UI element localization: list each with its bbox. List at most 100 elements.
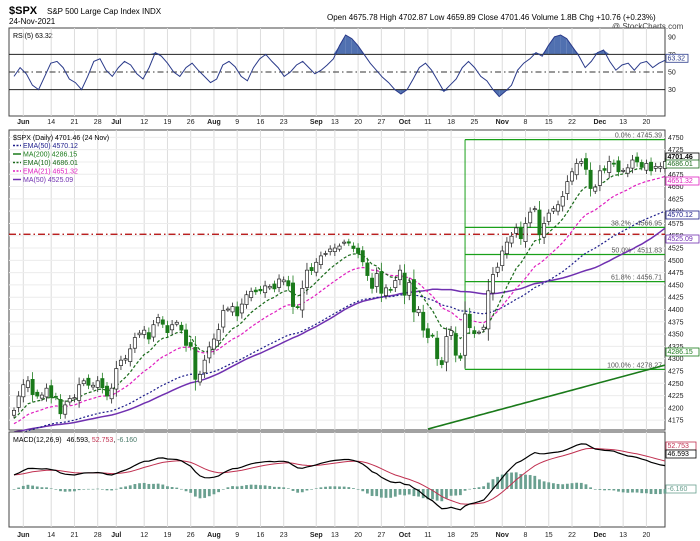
macd-hist-bar xyxy=(379,489,383,498)
macd-hist-bar xyxy=(114,488,118,490)
chart-instrument-name: S&P 500 Large Cap Index INDX xyxy=(47,7,162,16)
x-tick-top-9: 9 xyxy=(235,119,239,126)
macd-hist-bar xyxy=(459,489,462,496)
candle-body xyxy=(532,208,537,211)
price-right-label-ema10: 4686.01 xyxy=(665,159,700,169)
candle-body xyxy=(360,250,365,263)
candle-body xyxy=(239,303,244,314)
rsi-y-tick-3: 30 xyxy=(668,87,676,94)
macd-hist-bar xyxy=(21,485,25,489)
macd-right-label-signal: 52.753 xyxy=(665,441,697,451)
candle-body xyxy=(556,204,561,212)
price-y-tick-18: 4300 xyxy=(668,356,684,363)
macd-right-label-text-macd: 46.593 xyxy=(668,451,690,458)
macd-hist-bar xyxy=(645,489,648,494)
candle-body xyxy=(635,156,640,163)
candle-body xyxy=(277,278,282,288)
x-tick-bottom-3: 28 xyxy=(94,532,102,539)
candle-body xyxy=(551,208,556,212)
macd-hist-bar xyxy=(263,485,267,489)
candle-body xyxy=(95,380,100,388)
ema50-line xyxy=(13,210,666,437)
macd-hist-bar xyxy=(166,486,169,489)
candle-body xyxy=(658,166,663,169)
macd-hist-bar xyxy=(412,489,416,497)
macd-hist-bar xyxy=(393,489,397,497)
candle-body xyxy=(30,379,35,395)
price-y-tick-1: 4725 xyxy=(668,147,684,154)
macd-hist-bar xyxy=(663,489,667,494)
candle-body xyxy=(639,162,644,168)
rsi-panel: RSI(5) 63.32 9070503063.32 xyxy=(8,27,689,117)
macd-right-label-text-signal: 52.753 xyxy=(668,443,690,450)
candle-body xyxy=(481,326,486,330)
rsi-overbought-area xyxy=(339,35,346,55)
macd-right-label-box-macd xyxy=(665,449,697,459)
macd-hist-bar xyxy=(561,484,565,489)
x-tick-bottom-21: 8 xyxy=(524,532,528,539)
macd-hist-bar xyxy=(249,484,253,489)
candle-body xyxy=(379,271,384,294)
candle-body xyxy=(170,324,175,331)
candle-body xyxy=(393,280,398,288)
macd-hist-bar xyxy=(231,486,234,489)
candle-body xyxy=(653,166,658,169)
chart-date: 24-Nov-2021 xyxy=(9,17,56,26)
x-tick-bottom-4: Jul xyxy=(111,532,121,539)
macd-signal-line xyxy=(13,447,666,505)
macd-hist-bar xyxy=(528,475,532,489)
macd-hist-bar xyxy=(426,489,430,500)
macd-title-sep1: , xyxy=(88,437,92,444)
macd-hist-bar xyxy=(547,482,551,489)
macd-hist-bar xyxy=(63,489,67,492)
candle-body xyxy=(467,313,472,329)
price-right-label-text-ema10: 4686.01 xyxy=(668,161,693,168)
candle-body xyxy=(649,161,654,172)
price-right-label-text-ema50: 4570.12 xyxy=(668,212,693,219)
macd-hist-bar xyxy=(119,487,123,489)
x-tick-top-4: Jul xyxy=(111,119,121,126)
price-y-tick-4: 4650 xyxy=(668,184,684,191)
date-x-axis: Jun Jun 14 14 21 21 28 28 Jul Jul 12 12 19 19 26 26 Aug A… xyxy=(17,119,650,539)
macd-hist-bar xyxy=(417,489,420,497)
x-tick-top-16: Oct xyxy=(399,119,411,126)
candle-body xyxy=(216,329,221,342)
candle-body xyxy=(411,279,416,313)
candle-body xyxy=(86,377,91,386)
rsi-overbought-area xyxy=(351,38,358,55)
rsi-overbought-area xyxy=(345,35,352,55)
macd-hist-bar xyxy=(73,489,76,492)
candle-body xyxy=(123,358,128,361)
macd-hist-bar xyxy=(77,489,81,491)
candle-body xyxy=(221,310,226,328)
candle-body xyxy=(151,324,156,338)
x-tick-bottom-25: 13 xyxy=(619,532,627,539)
macd-hist-bar xyxy=(514,472,518,489)
x-tick-top-10: 16 xyxy=(257,119,265,126)
macd-hist-bar xyxy=(324,486,327,489)
macd-hist-bar xyxy=(575,482,579,489)
x-tick-bottom-2: 21 xyxy=(71,532,79,539)
macd-hist-bar xyxy=(35,486,39,489)
rsi-y-tick-2: 50 xyxy=(668,70,676,77)
price-y-tick-13: 4425 xyxy=(668,295,684,302)
x-tick-bottom-5: 12 xyxy=(140,532,148,539)
price-y-tick-0: 4750 xyxy=(668,135,684,142)
candle-body xyxy=(439,360,444,365)
candle-body xyxy=(449,330,454,336)
ma200-line xyxy=(427,364,666,430)
price-y-tick-21: 4225 xyxy=(668,393,684,400)
rsi-y-axis: 9070503063.32 xyxy=(665,34,689,94)
candle-body xyxy=(244,294,249,305)
macd-hist-bar xyxy=(333,486,337,489)
candle-body xyxy=(407,282,412,296)
candle-body xyxy=(72,397,77,400)
price-title: $SPX (Daily) 4701.46 (24 Nov) xyxy=(13,135,109,142)
price-right-label-text-price: 4701.46 xyxy=(668,154,693,161)
fib-label-4: 100.0% : 4278.27 xyxy=(607,362,662,369)
x-tick-bottom-23: 22 xyxy=(568,532,576,539)
candle-body xyxy=(337,245,342,250)
x-tick-top-26: 20 xyxy=(643,119,651,126)
x-tick-bottom-11: 23 xyxy=(280,532,288,539)
candle-body xyxy=(323,253,328,255)
